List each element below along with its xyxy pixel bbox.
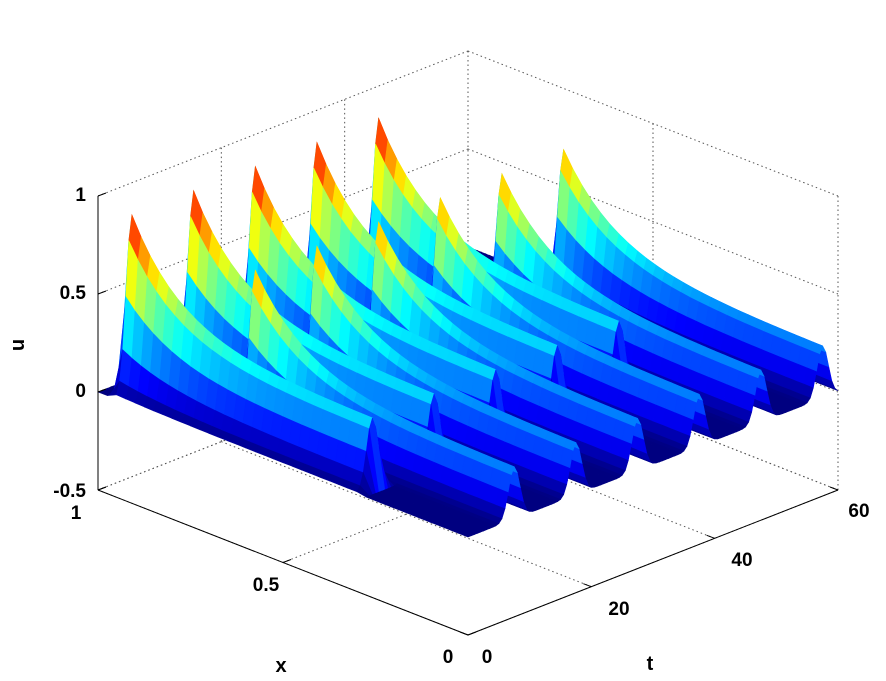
x-tick-label: 0 xyxy=(443,647,454,668)
t-tick-mark xyxy=(459,631,469,636)
t-tick-label: 40 xyxy=(731,550,752,571)
grid-line xyxy=(97,50,469,197)
t-tick-label: 60 xyxy=(848,501,869,522)
x-tick-mark xyxy=(282,559,292,563)
t-tick-label: 0 xyxy=(482,647,493,668)
x-axis-label: x xyxy=(275,655,286,677)
x-tick-label: 1 xyxy=(71,503,82,524)
t-tick-mark xyxy=(583,583,592,588)
t-axis-ticks: 0 20 40 60 xyxy=(482,501,870,668)
u-tick-mark xyxy=(97,192,107,197)
t-tick-mark xyxy=(829,486,839,491)
x-axis-ticks: 0 0.5 1 xyxy=(71,503,454,668)
grid-line xyxy=(97,148,469,295)
t-axis-label: t xyxy=(647,653,654,675)
surface-mesh xyxy=(97,117,839,538)
t-tick-label: 20 xyxy=(608,599,629,620)
u-tick-label: -0.5 xyxy=(53,481,86,502)
u-axis-ticks: -0.5 0 0.5 1 xyxy=(53,185,86,502)
t-axis-line xyxy=(467,489,839,636)
x-tick-label: 0.5 xyxy=(253,575,280,596)
u-tick-label: 1 xyxy=(75,185,86,206)
x-tick-mark xyxy=(467,631,477,636)
t-tick-mark xyxy=(706,534,715,539)
grid-line xyxy=(221,441,592,588)
u-axis-label: u xyxy=(7,339,29,351)
u-tick-label: 0 xyxy=(75,381,86,402)
x-tick-mark xyxy=(97,486,107,491)
u-tick-mark xyxy=(97,290,107,295)
grid-line xyxy=(467,148,839,295)
u-tick-label: 0.5 xyxy=(60,283,87,304)
